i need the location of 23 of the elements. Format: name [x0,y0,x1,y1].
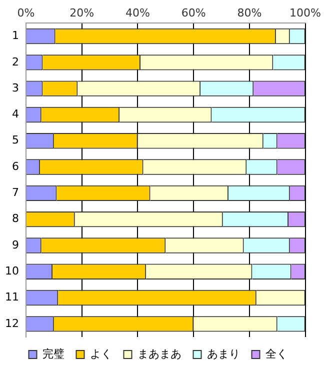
y-tick-label: 9 [12,238,19,252]
y-tick-label: 11 [4,290,19,304]
y-tick-label: 12 [4,316,19,330]
x-tick-label: 80% [237,6,262,20]
legend-label: まあまあ [137,347,182,360]
y-tick-label: 3 [12,81,19,94]
y-tick-label: 7 [12,186,19,200]
x-tick-label: 100% [290,6,322,20]
legend-label: よく [90,347,112,360]
x-tick-label: 40% [125,6,150,20]
x-tick-label: 60% [181,6,206,20]
legend-label: 全く [265,347,288,360]
x-tick-label: 20% [70,6,94,20]
y-tick-label: 4 [12,108,19,121]
y-tick-label: 6 [12,160,19,173]
y-tick-label: 2 [12,55,19,68]
legend-label: あまり [206,347,240,360]
y-tick-label: 8 [12,212,19,226]
y-tick-label: 5 [12,134,19,147]
y-tick-label: 1 [12,29,19,42]
x-tick-label: 0% [17,6,35,20]
y-tick-label: 10 [4,264,19,278]
legend-label: 完璧 [42,347,64,360]
